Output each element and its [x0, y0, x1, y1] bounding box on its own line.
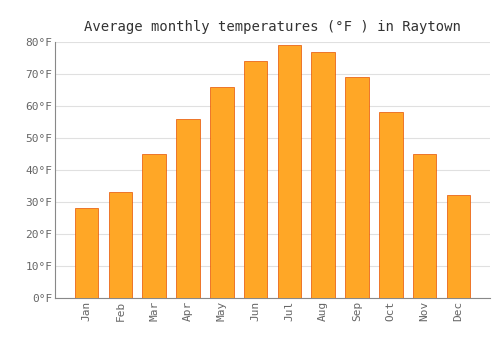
Bar [345, 77, 369, 298]
Title: Average monthly temperatures (°F ) in Raytown: Average monthly temperatures (°F ) in Ra… [84, 20, 461, 34]
Bar [176, 119, 200, 298]
Bar [446, 195, 470, 298]
Bar [108, 192, 132, 298]
Bar [312, 51, 335, 298]
Bar [413, 154, 436, 298]
Bar [210, 87, 234, 298]
Bar [278, 45, 301, 298]
Bar [75, 208, 98, 298]
Bar [142, 154, 166, 298]
Bar [379, 112, 402, 298]
Bar [244, 61, 268, 298]
